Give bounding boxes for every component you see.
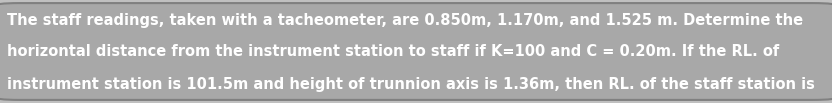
- Text: The staff readings, taken with a tacheometer, are 0.850m, 1.170m, and 1.525 m. D: The staff readings, taken with a tacheom…: [7, 13, 803, 28]
- Text: instrument station is 101.5m and height of trunnion axis is 1.36m, then RL. of t: instrument station is 101.5m and height …: [7, 77, 815, 92]
- Text: horizontal distance from the instrument station to staff if K=100 and C = 0.20m.: horizontal distance from the instrument …: [7, 44, 779, 59]
- FancyBboxPatch shape: [0, 3, 832, 100]
